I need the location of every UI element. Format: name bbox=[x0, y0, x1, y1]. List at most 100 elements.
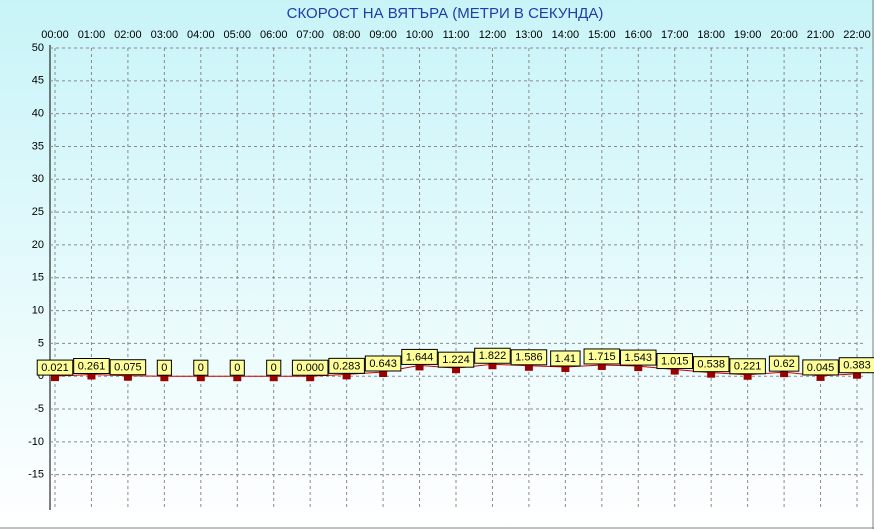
marker bbox=[561, 365, 570, 372]
value-label: 0.383 bbox=[843, 360, 871, 372]
y-tick-label: -10 bbox=[28, 436, 44, 448]
value-label: 1.586 bbox=[515, 352, 543, 364]
x-tick-label: 09:00 bbox=[369, 29, 397, 41]
value-label-box bbox=[266, 359, 282, 376]
marker bbox=[123, 374, 132, 381]
x-tick-label: 18:00 bbox=[697, 29, 725, 41]
marker bbox=[452, 367, 460, 374]
y-tick-label: 30 bbox=[32, 173, 44, 185]
y-tick-label: 45 bbox=[32, 75, 44, 87]
x-tick-label: 04:00 bbox=[187, 29, 215, 41]
y-tick-label: 25 bbox=[32, 206, 44, 218]
value-label: 1.543 bbox=[625, 352, 653, 364]
x-tick-label: 15:00 bbox=[588, 29, 616, 41]
value-label: 0.021 bbox=[41, 362, 69, 374]
marker bbox=[524, 364, 533, 371]
x-tick-label: 12:00 bbox=[479, 29, 507, 41]
value-label-box bbox=[36, 359, 74, 376]
x-tick-label: 16:00 bbox=[625, 29, 653, 41]
value-label: 0 bbox=[271, 362, 277, 374]
value-label-box bbox=[364, 355, 402, 372]
value-label: 0.221 bbox=[734, 361, 762, 373]
x-tick-label: 06:00 bbox=[260, 29, 288, 41]
marker bbox=[379, 370, 388, 377]
value-label-box bbox=[474, 347, 511, 364]
value-label: 0 bbox=[234, 362, 240, 374]
value-label: 1.822 bbox=[479, 350, 507, 362]
x-tick-label: 22:00 bbox=[843, 29, 871, 41]
y-tick-label: 5 bbox=[38, 337, 44, 349]
x-tick-label: 07:00 bbox=[296, 29, 324, 41]
value-label-box bbox=[73, 358, 110, 375]
marker bbox=[780, 371, 789, 378]
chart-title: СКОРОСТ НА ВЯТЪРА (МЕТРИ В СЕКУНДА) bbox=[287, 5, 604, 22]
value-label: 0.075 bbox=[114, 362, 142, 374]
x-tick-label: 11:00 bbox=[443, 29, 470, 41]
value-label-box bbox=[802, 359, 839, 376]
y-tick-label: -5 bbox=[34, 403, 44, 415]
y-tick-label: 10 bbox=[32, 304, 44, 316]
value-label: 0 bbox=[161, 362, 167, 374]
marker bbox=[51, 375, 59, 382]
value-label-box bbox=[656, 353, 693, 370]
marker bbox=[342, 373, 351, 380]
value-label-box bbox=[401, 348, 438, 365]
marker bbox=[597, 363, 606, 370]
value-label: 0.538 bbox=[697, 359, 725, 371]
x-tick-label: 19:00 bbox=[734, 29, 762, 41]
y-tick-label: 15 bbox=[32, 272, 44, 284]
value-label: 1.41 bbox=[555, 353, 576, 365]
marker bbox=[196, 375, 205, 382]
y-tick-label: 20 bbox=[32, 239, 44, 251]
value-label: 1.224 bbox=[442, 354, 470, 366]
x-tick-label: 05:00 bbox=[224, 29, 252, 41]
y-tick-label: 35 bbox=[32, 140, 44, 152]
value-label: 0.261 bbox=[78, 360, 106, 372]
x-tick-label: 01:00 bbox=[78, 29, 106, 41]
value-label-box bbox=[328, 357, 365, 374]
value-label-box bbox=[620, 349, 657, 366]
value-label-box bbox=[291, 359, 329, 376]
value-label-box bbox=[729, 358, 766, 375]
x-tick-label: 14:00 bbox=[552, 29, 580, 41]
marker bbox=[634, 365, 643, 372]
y-tick-label: 40 bbox=[32, 108, 44, 120]
x-tick-label: 08:00 bbox=[333, 29, 361, 41]
value-label: 0.643 bbox=[369, 358, 397, 370]
value-label-box bbox=[229, 359, 245, 376]
marker bbox=[670, 368, 679, 375]
value-label-box bbox=[193, 359, 209, 376]
y-tick-label: 50 bbox=[32, 42, 44, 54]
marker bbox=[87, 373, 96, 380]
x-tick-label: 10:00 bbox=[406, 29, 434, 41]
marker bbox=[816, 374, 825, 381]
y-tick-label: 0 bbox=[38, 370, 44, 382]
x-tick-label: 02:00 bbox=[114, 29, 142, 41]
value-label-box bbox=[156, 359, 172, 376]
value-label: 1.715 bbox=[588, 351, 616, 363]
x-tick-label: 13:00 bbox=[515, 29, 543, 41]
value-label-box bbox=[583, 348, 621, 365]
marker bbox=[743, 373, 752, 380]
value-label: 1.644 bbox=[406, 351, 434, 363]
value-label-box bbox=[768, 355, 800, 372]
marker bbox=[306, 375, 315, 382]
marker bbox=[488, 363, 497, 370]
marker bbox=[853, 372, 861, 379]
marker bbox=[415, 364, 424, 371]
x-tick-label: 03:00 bbox=[151, 29, 179, 41]
x-tick-label: 17:00 bbox=[661, 29, 689, 41]
value-label: 0.283 bbox=[333, 360, 361, 372]
marker bbox=[269, 375, 278, 382]
value-label-box bbox=[692, 356, 730, 373]
value-label-box bbox=[550, 350, 581, 367]
value-label-box bbox=[109, 359, 147, 376]
value-label: 0.045 bbox=[807, 362, 835, 374]
value-label-box bbox=[510, 349, 548, 366]
y-tick-label: -15 bbox=[28, 469, 44, 481]
value-label-box bbox=[838, 357, 874, 374]
value-label: 1.015 bbox=[661, 355, 689, 367]
x-tick-label: 00:00 bbox=[41, 29, 69, 41]
